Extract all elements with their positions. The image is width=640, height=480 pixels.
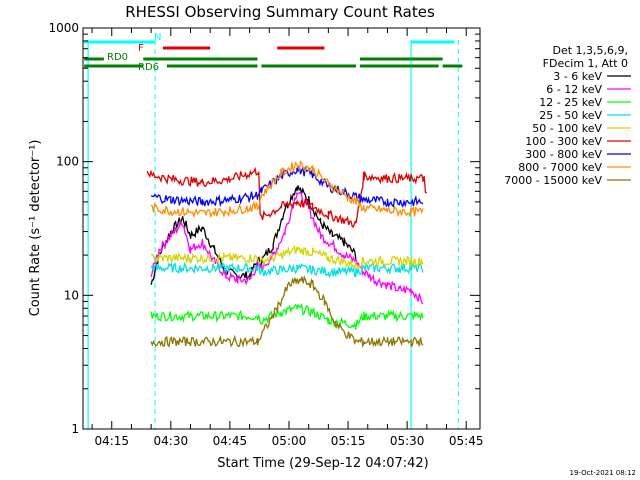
series-line-4 [150,244,424,270]
flags-layer: NF RD0 RD6 [84,32,463,73]
legend-header-line-2: FDecim 1, Att 0 [543,57,628,70]
chart-title: RHESSI Observing Summary Count Rates [125,3,435,21]
legend-label-1: 6 - 12 keV [546,83,602,96]
axes-layer: 1 10 100 1000 04:15 04:30 04:45 05:00 05:15 05:30… [48,21,483,448]
y-axis-label: Count Rate (s⁻¹ detector⁻¹) [28,140,43,317]
x-tick-label-2: 04:45 [213,434,248,448]
flag-label-f: F [138,43,144,54]
series-line-8 [150,275,424,348]
legend-label-3: 25 - 50 keV [539,109,602,122]
legend-label-0: 3 - 6 keV [553,70,602,83]
legend-label-2: 12 - 25 keV [539,96,602,109]
y-tick-label-3: 1000 [48,21,79,35]
legend-label-6: 300 - 800 keV [525,148,602,161]
legend-label-8: 7000 - 15000 keV [504,174,602,187]
series-line-5 [146,166,427,228]
x-axis-label: Start Time (29-Sep-12 04:07:42) [217,456,428,471]
legend-header-line-1: Det 1,3,5,6,9, [552,44,628,57]
x-tick-label-6: 05:45 [449,434,484,448]
series-layer [87,40,459,429]
legend-label-7: 800 - 7000 keV [518,161,602,174]
legend-label-4: 50 - 100 keV [532,122,602,135]
series-line-3 [150,261,424,279]
flag-label-n: N [154,32,161,43]
series-line-7 [150,160,424,219]
x-tick-label-4: 05:15 [331,434,366,448]
y-tick-label-1: 10 [64,288,79,302]
y-tick-label-2: 100 [56,155,79,169]
legend: Det 1,3,5,6,9, FDecim 1, Att 0 3 - 6 keV… [504,44,631,187]
series-line-6 [150,165,424,209]
footer-date: 19-Oct-2021 08:12 [570,469,636,477]
y-tick-label-0: 1 [71,422,79,436]
plot-frame [82,27,481,430]
flag-label-rd6: RD6 [138,62,159,73]
series-line-1 [150,190,424,305]
flag-label-rd0: RD0 [107,52,128,63]
x-tick-label-1: 04:30 [154,434,189,448]
series-line-2 [150,302,424,330]
legend-label-5: 100 - 300 keV [525,135,602,148]
x-tick-label-5: 05:30 [390,434,425,448]
x-tick-label-0: 04:15 [94,434,129,448]
x-tick-label-3: 05:00 [272,434,307,448]
